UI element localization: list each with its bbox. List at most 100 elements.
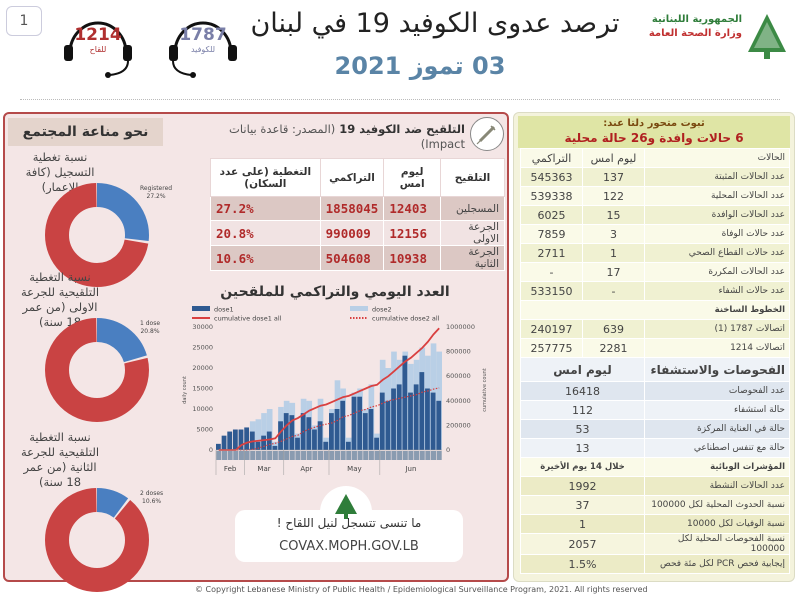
table-row: عدد الحالات المكررة 17- <box>520 262 790 282</box>
cumulative-dose1-line <box>218 327 440 451</box>
date-tick <box>278 451 284 460</box>
month-label: Feb <box>224 465 237 473</box>
cell-value: 20.8% <box>210 220 321 246</box>
cell-value: 6025 <box>520 205 583 225</box>
cedar-logo-icon <box>748 14 786 59</box>
dose2-bar <box>261 413 267 450</box>
y2-axis-label: cumulative count <box>482 368 488 412</box>
covax-link[interactable]: COVAX.MOPH.GOV.LB <box>279 539 419 554</box>
chart-title: العدد اليومي والتراكمي للملقحين <box>220 284 450 300</box>
month-label: Jun <box>404 465 416 473</box>
banner-line1: ثبوت متحور دلتا عند: <box>603 118 705 129</box>
hotline-label: للكوفيد <box>190 45 216 54</box>
table-row: عدد حالات الوفاة 3 7859 <box>520 224 790 244</box>
y-axis-label: daily count <box>182 376 188 404</box>
table-row: اتصالات 1787 (1) 639 240197 <box>520 319 790 339</box>
dose1-bar <box>306 417 312 450</box>
donut-label: 1 dose 20.8% <box>140 320 160 336</box>
y2-tick-label: 800000 <box>446 348 471 356</box>
table-row: حالة استشفاء 112 <box>520 400 790 420</box>
row-label: الحالات <box>644 148 790 168</box>
dose1-bar <box>244 427 250 450</box>
cell-value: 504608 <box>319 245 385 271</box>
cell-value: 7859 <box>520 224 583 244</box>
row-label: إيجابية فحص PCR لكل مئة فحص <box>644 554 790 574</box>
date-tick <box>216 451 222 460</box>
logo-line2: وزارة الصحة العامة <box>648 28 742 39</box>
cell-value: 1.5% <box>520 554 645 574</box>
row-label: عدد الحالات المكررة <box>644 262 790 282</box>
date-tick <box>306 451 312 460</box>
cell-value: ليوم امس <box>582 148 645 168</box>
row-label: المسجلين <box>439 196 506 221</box>
page-number-badge[interactable]: 1 <box>6 6 42 36</box>
date-tick <box>267 451 273 460</box>
dose1-bar <box>385 400 391 450</box>
y-tick-label: 20000 <box>192 364 213 372</box>
month-label: May <box>347 465 361 473</box>
donut-covered-slice <box>45 183 149 287</box>
dose1-bar <box>216 443 221 450</box>
vaccine-hotline-headset: 1214 للقاح <box>58 5 138 80</box>
donut-covered-slice <box>45 488 149 592</box>
cell-value: 240197 <box>520 319 583 339</box>
date-tick <box>419 451 425 460</box>
date-tick <box>284 451 290 460</box>
donut-remaining-slice <box>45 318 149 422</box>
date-tick <box>380 451 386 460</box>
logo-line1: الجمهورية اللبنانية <box>651 14 742 25</box>
dose1-bar <box>408 392 413 450</box>
cell-value: ليوم امس <box>520 357 645 382</box>
slice-name: Registered <box>140 185 173 192</box>
cell-value: 12156 <box>383 220 441 246</box>
date-tick <box>255 451 261 460</box>
date-tick <box>397 451 403 460</box>
dose1-bar <box>266 431 272 450</box>
y-tick-label: 25000 <box>192 344 213 352</box>
donut-chart <box>45 488 149 592</box>
row-label: عدد الفحوصات <box>644 381 790 401</box>
banner-line2: 6 حالات وافدة و26 حالة محلية <box>564 131 744 145</box>
donut-chart <box>45 318 149 422</box>
cell-value: - <box>582 281 645 301</box>
cell-value: 3 <box>582 224 645 244</box>
row-label: نسبة الوفيات لكل 10000 <box>644 514 790 534</box>
dose1-bar <box>436 400 442 450</box>
month-label: Apr <box>300 465 312 473</box>
cell-value: 37 <box>520 495 645 515</box>
donut-remaining-slice <box>45 488 149 592</box>
row-label: عدد الحالات المثبتة <box>644 167 790 187</box>
row-label: اتصالات 1214 <box>644 338 790 358</box>
cell-value: 10938 <box>383 245 441 271</box>
donut-caption: نسبة تغطية التسجيل (كافة الاعمار) <box>25 150 95 194</box>
date-tick <box>238 451 244 460</box>
slice-name: 1 dose <box>140 320 161 327</box>
dose1-bar <box>430 392 436 450</box>
date-tick <box>431 451 437 460</box>
dose1-bar <box>374 437 380 450</box>
tests-section-header: الفحوصات والاستشفاء ليوم امس <box>520 357 790 382</box>
date-tick <box>318 451 324 460</box>
month-label: Mar <box>257 465 270 473</box>
dose1-bar <box>334 409 340 450</box>
date-tick <box>227 451 233 460</box>
header-divider <box>20 99 780 100</box>
dose1-bar <box>329 413 334 450</box>
legend-label: dose1 <box>214 306 234 314</box>
date-tick <box>351 451 357 460</box>
slice-value: 27.2% <box>146 193 166 200</box>
table-row: نسبة الوفيات لكل 10000 1 <box>520 514 790 534</box>
dose1-bar <box>396 384 402 450</box>
date-tick <box>385 451 391 460</box>
cell-value: 545363 <box>520 167 583 187</box>
row-label: المؤشرات الوبائية <box>644 457 790 477</box>
copyright-footer: © Copyright Lebanese Ministry of Public … <box>195 585 648 594</box>
row-label: الجرعة الثانية <box>439 245 506 271</box>
dose1-bar <box>227 431 233 450</box>
y-tick-label: 0 <box>209 446 213 454</box>
row-label: نسبة الفحوصات المحلية لكل 100000 <box>644 533 790 555</box>
cell-value: التراكمي <box>520 148 583 168</box>
table-row: نسبة الفحوصات المحلية لكل 100000 2057 <box>520 533 790 555</box>
date-tick <box>368 451 374 460</box>
date-tick <box>391 451 397 460</box>
